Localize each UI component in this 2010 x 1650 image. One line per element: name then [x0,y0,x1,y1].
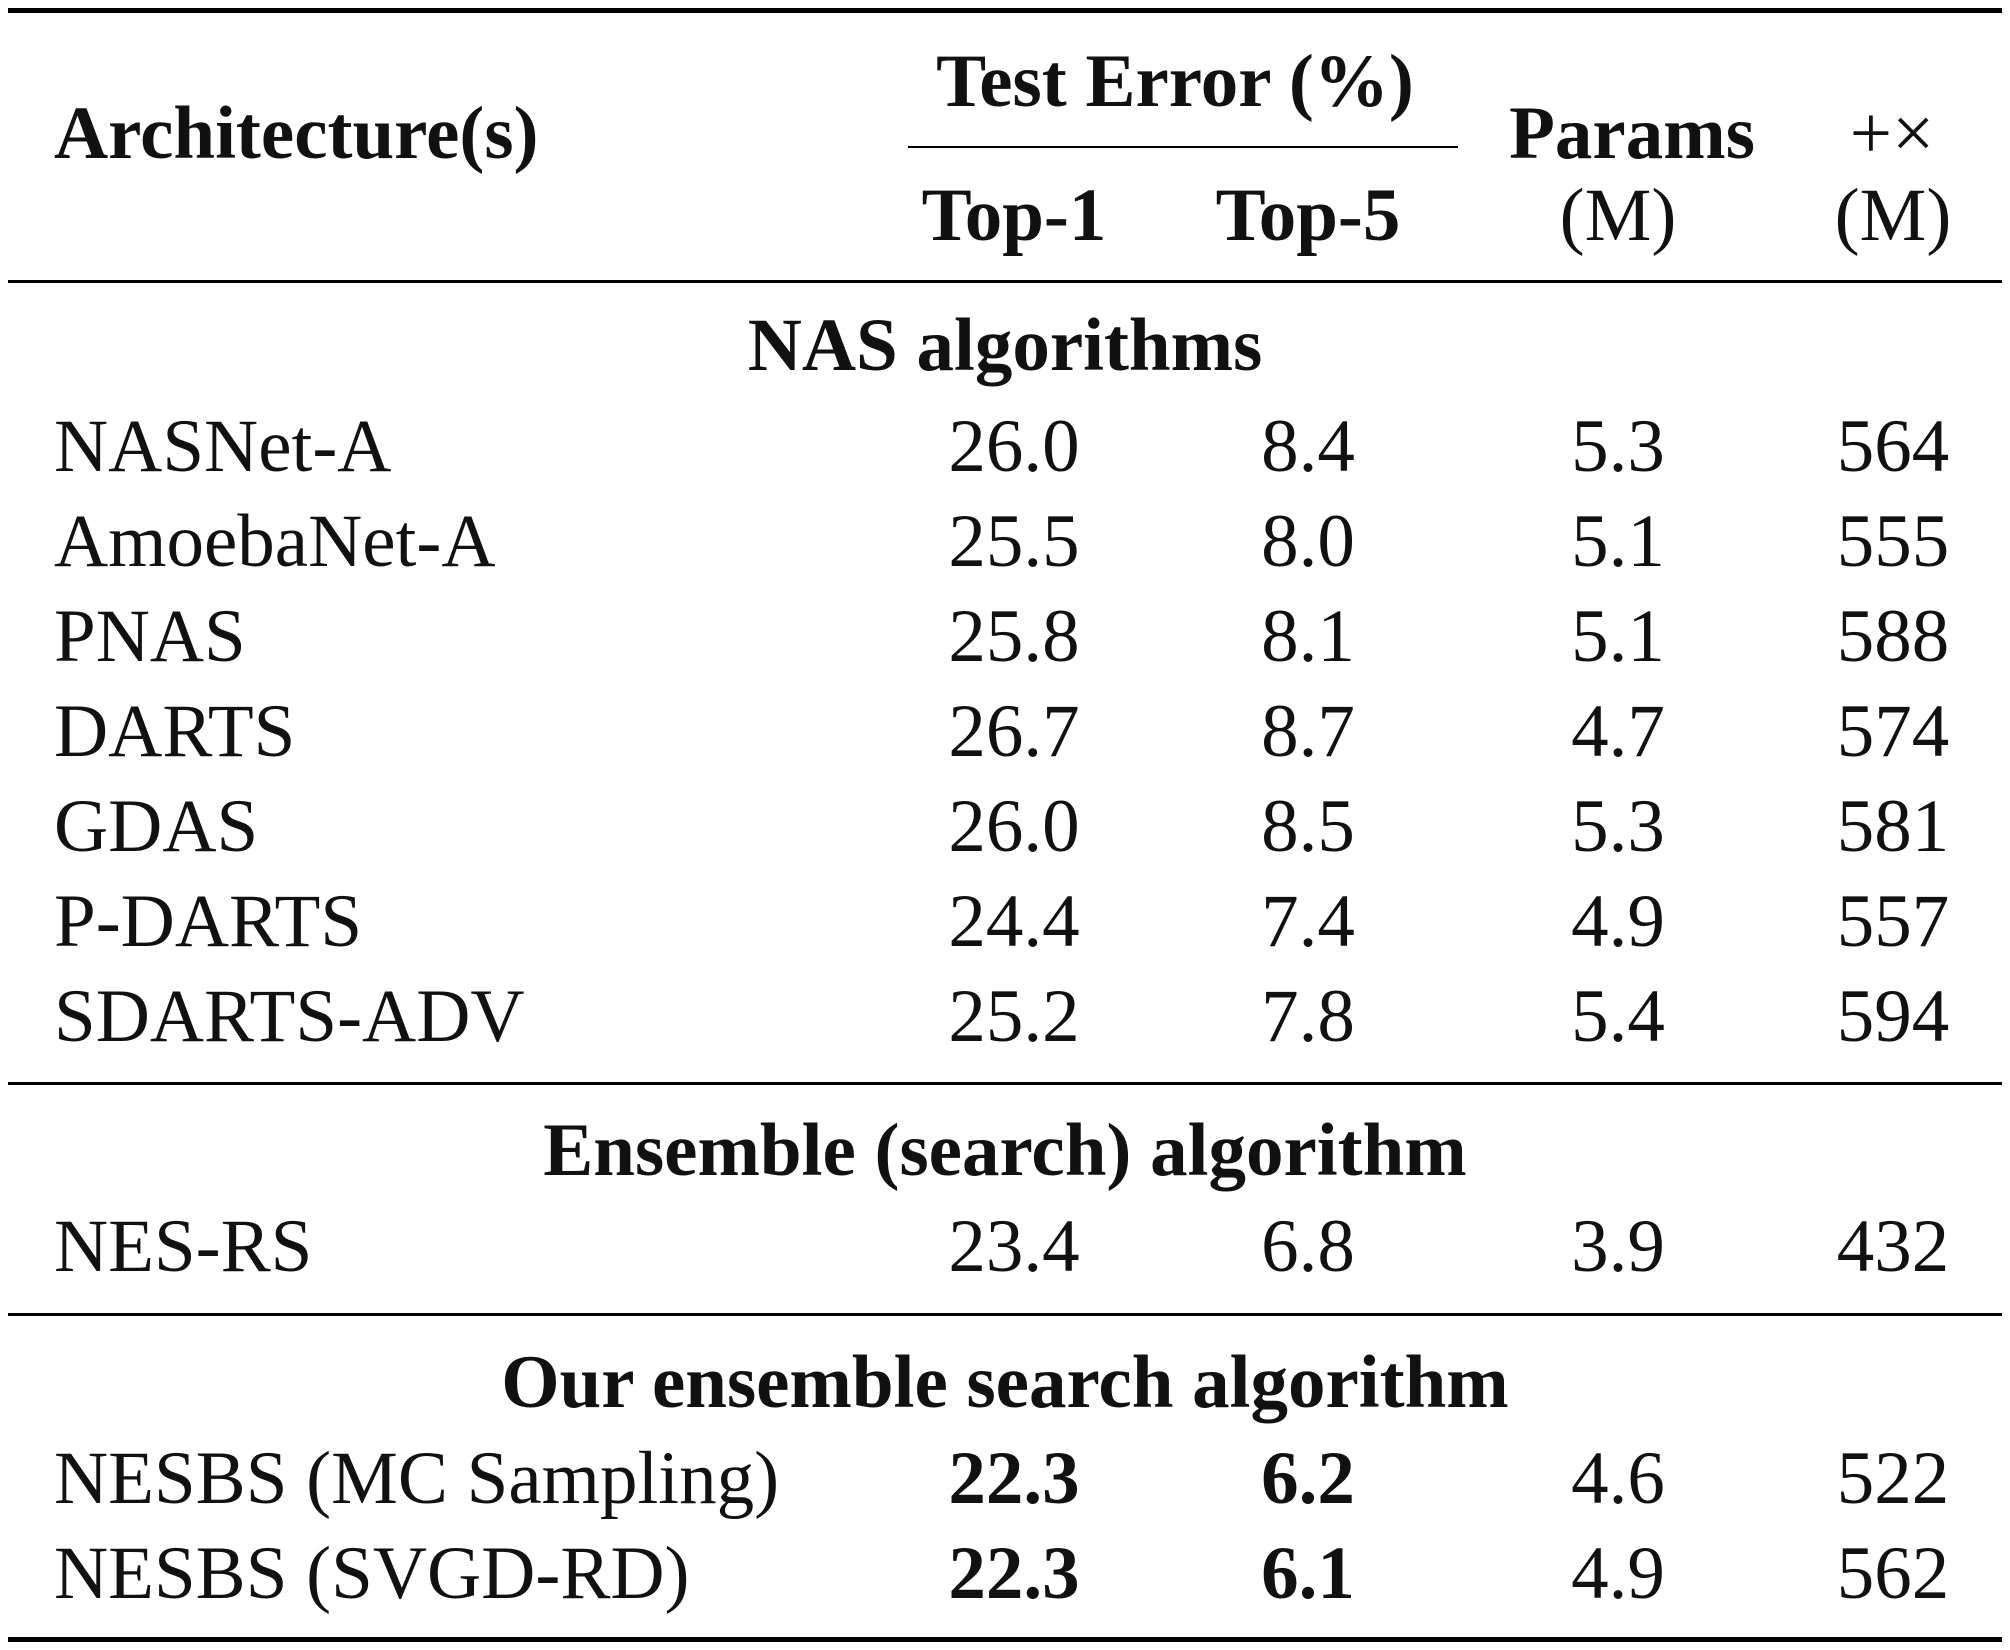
header-architecture: Architecture(s) [54,92,539,175]
cell-architecture: PNAS [54,595,246,678]
cell-flops: 562 [1836,1532,1950,1615]
section-rule-2 [8,1313,2002,1316]
cell-flops: 555 [1836,500,1950,583]
header-test-error: Test Error (%) [936,40,1414,123]
cell-params: 4.6 [1571,1437,1665,1520]
cell-top5: 6.8 [1261,1205,1355,1288]
table-row: NASNet-A 26.0 8.4 5.3 564 [0,409,2010,489]
test-error-cmidrule [908,146,1458,148]
cell-flops: 581 [1836,785,1950,868]
cell-params: 5.3 [1571,405,1665,488]
cell-top1-best: 22.3 [948,1437,1080,1520]
section-title-ours: Our ensemble search algorithm [501,1341,1509,1424]
cell-top1: 23.4 [948,1205,1080,1288]
cell-params: 4.9 [1571,1532,1665,1615]
table-row: DARTS 26.7 8.7 4.7 574 [0,694,2010,774]
cell-top1-best: 22.3 [948,1532,1080,1615]
table-row: SDARTS-ADV 25.2 7.8 5.4 594 [0,979,2010,1059]
top-rule [8,8,2002,13]
table-row: P-DARTS 24.4 7.4 4.9 557 [0,884,2010,964]
cell-architecture: SDARTS-ADV [54,975,525,1058]
table-row: NESBS (SVGD-RD) 22.3 6.1 4.9 562 [0,1536,2010,1616]
cell-architecture: NESBS (MC Sampling) [54,1437,780,1520]
cell-params: 5.1 [1571,595,1665,678]
header-params: Params [1509,92,1755,175]
cell-flops: 557 [1836,880,1950,963]
cell-architecture: NASNet-A [54,405,392,488]
cell-top1: 25.8 [948,595,1080,678]
table-row: PNAS 25.8 8.1 5.1 588 [0,599,2010,679]
cell-flops: 594 [1836,975,1950,1058]
cell-top1: 26.0 [948,785,1080,868]
cell-architecture: AmoebaNet-A [54,500,496,583]
cell-top5-best: 6.1 [1261,1532,1355,1615]
cell-architecture: P-DARTS [54,880,363,963]
cell-params: 4.7 [1571,690,1665,773]
cell-top1: 26.0 [948,405,1080,488]
cell-params: 5.4 [1571,975,1665,1058]
header-rule [8,280,2002,283]
cell-flops: 522 [1836,1437,1950,1520]
cell-top5: 8.1 [1261,595,1355,678]
header-top1: Top-1 [921,174,1107,257]
header-top5: Top-5 [1215,174,1401,257]
cell-params: 5.1 [1571,500,1665,583]
bottom-rule [8,1637,2002,1642]
cell-architecture: NES-RS [54,1205,313,1288]
header-flops-unit: (M) [1834,174,1952,257]
cell-params: 5.3 [1571,785,1665,868]
table-row: NES-RS 23.4 6.8 3.9 432 [0,1209,2010,1289]
cell-flops: 588 [1836,595,1950,678]
cell-top1: 24.4 [948,880,1080,963]
header-params-unit: (M) [1559,174,1677,257]
cell-params: 4.9 [1571,880,1665,963]
cell-params: 3.9 [1571,1205,1665,1288]
cell-top5: 8.4 [1261,405,1355,488]
cell-top5: 7.8 [1261,975,1355,1058]
cell-top5-best: 6.2 [1261,1437,1355,1520]
cell-top5: 8.7 [1261,690,1355,773]
section-title-ensemble: Ensemble (search) algorithm [543,1109,1467,1192]
cell-flops: 564 [1836,405,1950,488]
cell-architecture: GDAS [54,785,259,868]
cell-flops: 574 [1836,690,1950,773]
table-row: GDAS 26.0 8.5 5.3 581 [0,789,2010,869]
cell-top1: 26.7 [948,690,1080,773]
cell-flops: 432 [1836,1205,1950,1288]
cell-top5: 8.0 [1261,500,1355,583]
cell-architecture: DARTS [54,690,296,773]
cell-top1: 25.2 [948,975,1080,1058]
cell-top5: 8.5 [1261,785,1355,868]
cell-top5: 7.4 [1261,880,1355,963]
table-row: AmoebaNet-A 25.5 8.0 5.1 555 [0,504,2010,584]
cell-top1: 25.5 [948,500,1080,583]
section-title-nas: NAS algorithms [747,304,1263,387]
cell-architecture: NESBS (SVGD-RD) [54,1532,690,1615]
section-rule-1 [8,1082,2002,1085]
table-row: NESBS (MC Sampling) 22.3 6.2 4.6 522 [0,1441,2010,1521]
header-flops: +× [1849,92,1935,175]
